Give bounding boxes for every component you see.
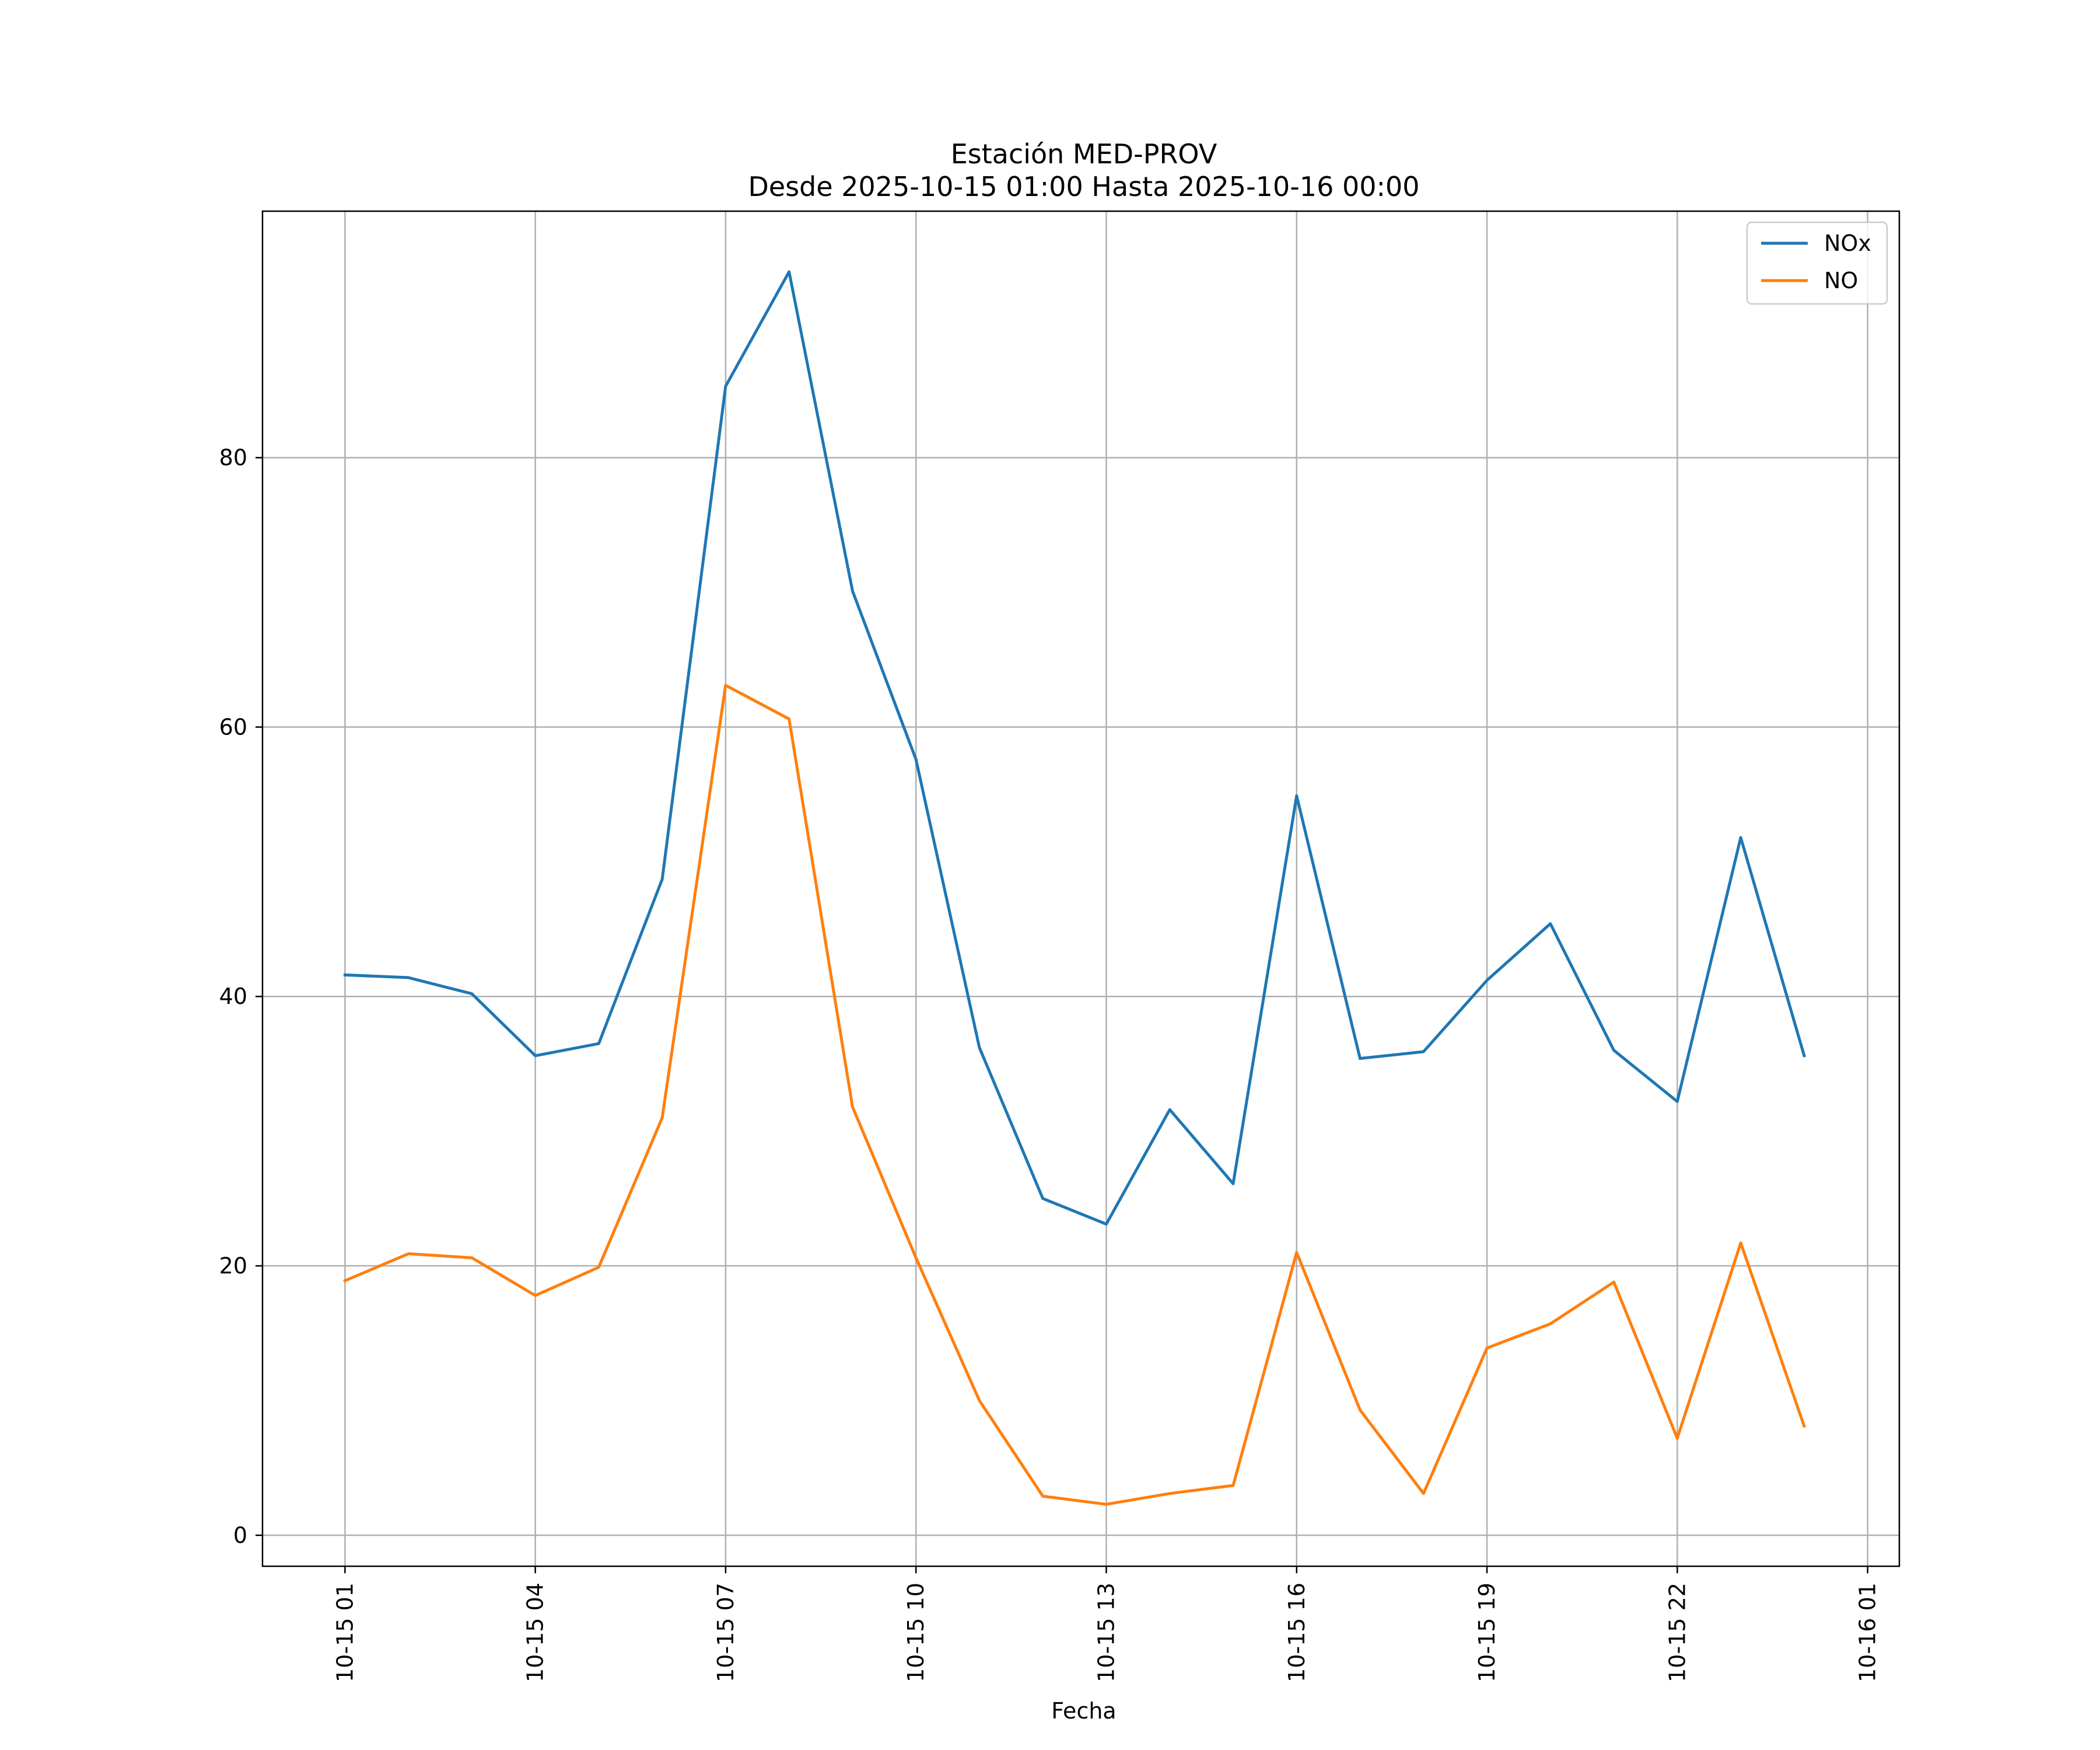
- x-axis-label: Fecha: [1051, 1698, 1116, 1724]
- x-tick-label: 10-15 07: [713, 1583, 738, 1682]
- axis-ticks: 10-15 01 10-15 04 10-15 07 10-15 10 10-15 13…: [219, 445, 1881, 1682]
- legend-label-no: NO: [1824, 268, 1858, 293]
- grid: [262, 211, 1899, 1566]
- plot-frame: [261, 210, 1901, 1567]
- y-tick-label: 40: [219, 984, 247, 1009]
- y-tick-label: 20: [219, 1253, 247, 1279]
- y-tick-label: 60: [219, 714, 247, 740]
- series-group: [343, 270, 1807, 1506]
- legend: NOx NO: [1746, 221, 1888, 305]
- legend-label-nox: NOx: [1824, 230, 1871, 256]
- x-tick-label: 10-15 22: [1664, 1583, 1690, 1682]
- x-tick-label: 10-15 16: [1284, 1583, 1310, 1682]
- x-tick-label: 10-16 01: [1855, 1583, 1881, 1682]
- series-line-nox: [343, 270, 1806, 1226]
- chart-title: Estación MED-PROV: [951, 138, 1217, 170]
- y-tick-label: 0: [233, 1522, 247, 1548]
- x-tick-label: 10-15 19: [1474, 1583, 1500, 1682]
- x-tick-label: 10-15 10: [903, 1583, 929, 1682]
- x-tick-label: 10-15 01: [332, 1583, 358, 1682]
- y-tick-label: 80: [219, 445, 247, 471]
- chart-subtitle: Desde 2025-10-15 01:00 Hasta 2025-10-16 …: [748, 171, 1419, 202]
- x-tick-label: 10-15 13: [1094, 1583, 1119, 1682]
- x-tick-label: 10-15 04: [523, 1583, 548, 1682]
- series-line-no: [343, 684, 1807, 1506]
